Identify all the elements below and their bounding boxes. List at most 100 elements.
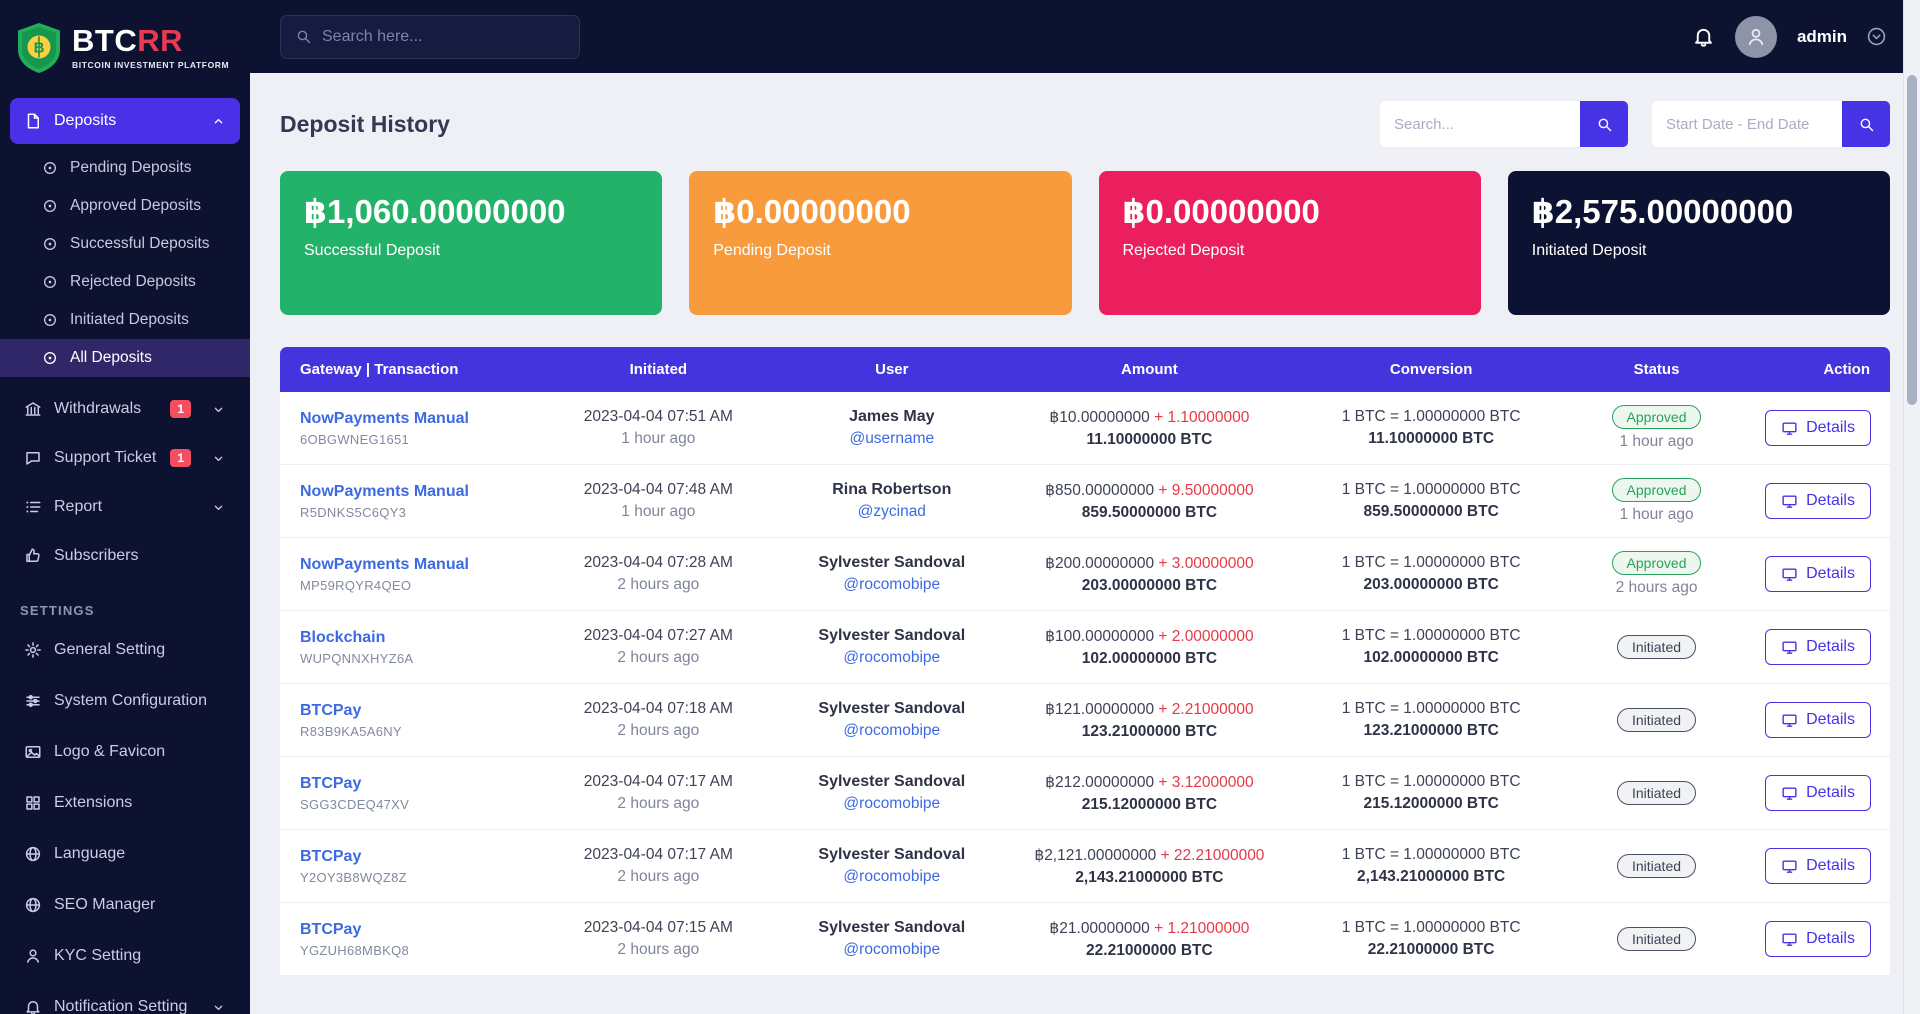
details-button[interactable]: Details [1765, 921, 1871, 957]
user-handle-link[interactable]: @username [849, 430, 935, 447]
stat-card-pending-deposit: ฿0.00000000 Pending Deposit [689, 171, 1072, 315]
conversion-total: 203.00000000 BTC [1363, 576, 1499, 593]
table-search-input[interactable] [1380, 101, 1580, 147]
details-label: Details [1806, 565, 1855, 582]
sidebar-item-successful-deposits[interactable]: Successful Deposits [0, 225, 250, 263]
amount-total: 859.50000000 BTC [1081, 503, 1218, 521]
gateway-link[interactable]: BTCPay [300, 847, 362, 865]
amount-charge: + 2.21000000 [1158, 700, 1254, 718]
conversion-total: 215.12000000 BTC [1363, 795, 1499, 812]
user-menu-label[interactable]: admin [1796, 26, 1847, 46]
user-handle-link[interactable]: @rocomobipe [843, 795, 941, 812]
user-icon [1748, 28, 1764, 45]
details-button[interactable]: Details [1765, 629, 1871, 665]
amount-base: ฿10.00000000 [1049, 408, 1150, 426]
user-name: Sylvester Sandoval [818, 773, 966, 790]
details-button[interactable]: Details [1765, 702, 1871, 738]
sidebar-item-rejected-deposits[interactable]: Rejected Deposits [0, 263, 250, 301]
user-handle-link[interactable]: @rocomobipe [843, 576, 941, 593]
user-name: James May [849, 408, 935, 425]
chevron-down-icon[interactable] [1867, 27, 1886, 46]
amount-base: ฿850.00000000 [1045, 481, 1155, 499]
monitor-icon [1782, 640, 1797, 654]
col-header-user: User [779, 347, 1005, 392]
thumbs-up-icon [26, 548, 40, 562]
topbar-search-input[interactable] [322, 27, 565, 46]
user-handle-link[interactable]: @rocomobipe [843, 722, 941, 739]
details-button[interactable]: Details [1765, 410, 1871, 446]
sidebar-item-system-configuration[interactable]: System Configuration [10, 677, 240, 725]
initiated-date: 2023-04-04 07:15 AM [583, 919, 733, 936]
amount-charge: + 1.21000000 [1154, 919, 1250, 937]
gateway-link[interactable]: BTCPay [300, 774, 362, 792]
date-search-button[interactable] [1842, 101, 1890, 147]
sidebar-item-initiated-deposits[interactable]: Initiated Deposits [0, 301, 250, 339]
avatar[interactable] [1734, 15, 1777, 58]
topbar-search [280, 14, 580, 59]
monitor-icon [1782, 713, 1797, 727]
table-row: NowPayments Manual R5DNKS5C6QY3 2023-04-… [280, 465, 1890, 538]
user-handle-link[interactable]: @rocomobipe [843, 941, 941, 958]
details-label: Details [1806, 711, 1855, 728]
sidebar-item-notification-setting[interactable]: Notification Setting [10, 983, 240, 1014]
date-range-input[interactable] [1652, 101, 1842, 147]
details-button[interactable]: Details [1765, 556, 1871, 592]
sidebar-item-label: Notification Setting [54, 998, 188, 1014]
topbar-right: admin [1692, 15, 1886, 58]
gateway-link[interactable]: BTCPay [300, 701, 362, 719]
conversion-total: 102.00000000 BTC [1363, 649, 1499, 666]
image-icon [25, 746, 41, 758]
circle-dot-icon [44, 314, 56, 326]
sidebar-item-label: General Setting [54, 641, 166, 658]
sidebar-item-deposits[interactable]: Deposits [10, 98, 240, 144]
initiated-ago: 2 hours ago [617, 649, 700, 666]
deposit-table: Gateway | Transaction Initiated User Amo… [280, 347, 1890, 976]
details-button[interactable]: Details [1765, 848, 1871, 884]
table-row: NowPayments Manual 6OBGWNEG1651 2023-04-… [280, 392, 1890, 465]
sidebar-item-kyc-setting[interactable]: KYC Setting [10, 932, 240, 980]
conversion-rate: 1 BTC = 1.00000000 BTC [1341, 481, 1521, 498]
table-search-button[interactable] [1580, 101, 1628, 147]
user-name: Sylvester Sandoval [818, 627, 966, 644]
initiated-date: 2023-04-04 07:51 AM [583, 408, 733, 425]
user-handle-link[interactable]: @rocomobipe [843, 649, 941, 666]
sidebar-item-approved-deposits[interactable]: Approved Deposits [0, 187, 250, 225]
amount-base: ฿21.00000000 [1049, 919, 1150, 937]
sidebar-item-seo-manager[interactable]: SEO Manager [10, 881, 240, 929]
sidebar-item-extensions[interactable]: Extensions [10, 779, 240, 827]
table-search-group [1380, 101, 1628, 147]
user-name: Sylvester Sandoval [818, 554, 966, 571]
gateway-link[interactable]: NowPayments Manual [300, 555, 469, 573]
sidebar-item-all-deposits[interactable]: All Deposits [0, 339, 250, 377]
scrollbar-thumb[interactable] [1907, 75, 1917, 405]
status-badge: Initiated [1616, 854, 1697, 878]
bell-icon[interactable] [1692, 25, 1715, 48]
user-handle-link[interactable]: @rocomobipe [843, 868, 941, 885]
stat-card-rejected-deposit: ฿0.00000000 Rejected Deposit [1098, 171, 1481, 315]
sidebar-item-subscribers[interactable]: Subscribers [10, 533, 240, 579]
status-ago: 1 hour ago [1619, 433, 1694, 450]
status-badge: Initiated [1616, 927, 1697, 951]
sidebar-item-support-ticket[interactable]: Support Ticket 1 [10, 435, 240, 481]
details-label: Details [1806, 930, 1855, 947]
stat-card-initiated-deposit: ฿2,575.00000000 Initiated Deposit [1507, 171, 1890, 315]
amount-charge: + 3.12000000 [1158, 773, 1254, 791]
sidebar-item-language[interactable]: Language [10, 830, 240, 878]
initiated-date: 2023-04-04 07:28 AM [583, 554, 733, 571]
gateway-link[interactable]: BTCPay [300, 920, 362, 938]
sidebar-item-pending-deposits[interactable]: Pending Deposits [0, 149, 250, 187]
details-button[interactable]: Details [1765, 775, 1871, 811]
details-button[interactable]: Details [1765, 483, 1871, 519]
gateway-link[interactable]: NowPayments Manual [300, 409, 469, 427]
sidebar-item-logo-favicon[interactable]: Logo & Favicon [10, 728, 240, 776]
sidebar-item-withdrawals[interactable]: Withdrawals 1 [10, 386, 240, 432]
gateway-link[interactable]: Blockchain [300, 628, 386, 646]
conversion-rate: 1 BTC = 1.00000000 BTC [1341, 408, 1521, 425]
user-handle-link[interactable]: @zycinad [857, 503, 926, 520]
sidebar-item-report[interactable]: Report [10, 484, 240, 530]
amount-base: ฿121.00000000 [1045, 700, 1155, 718]
gateway-link[interactable]: NowPayments Manual [300, 482, 469, 500]
sidebar-item-general-setting[interactable]: General Setting [10, 626, 240, 674]
file-icon [27, 113, 39, 129]
conversion-rate: 1 BTC = 1.00000000 BTC [1341, 700, 1521, 717]
